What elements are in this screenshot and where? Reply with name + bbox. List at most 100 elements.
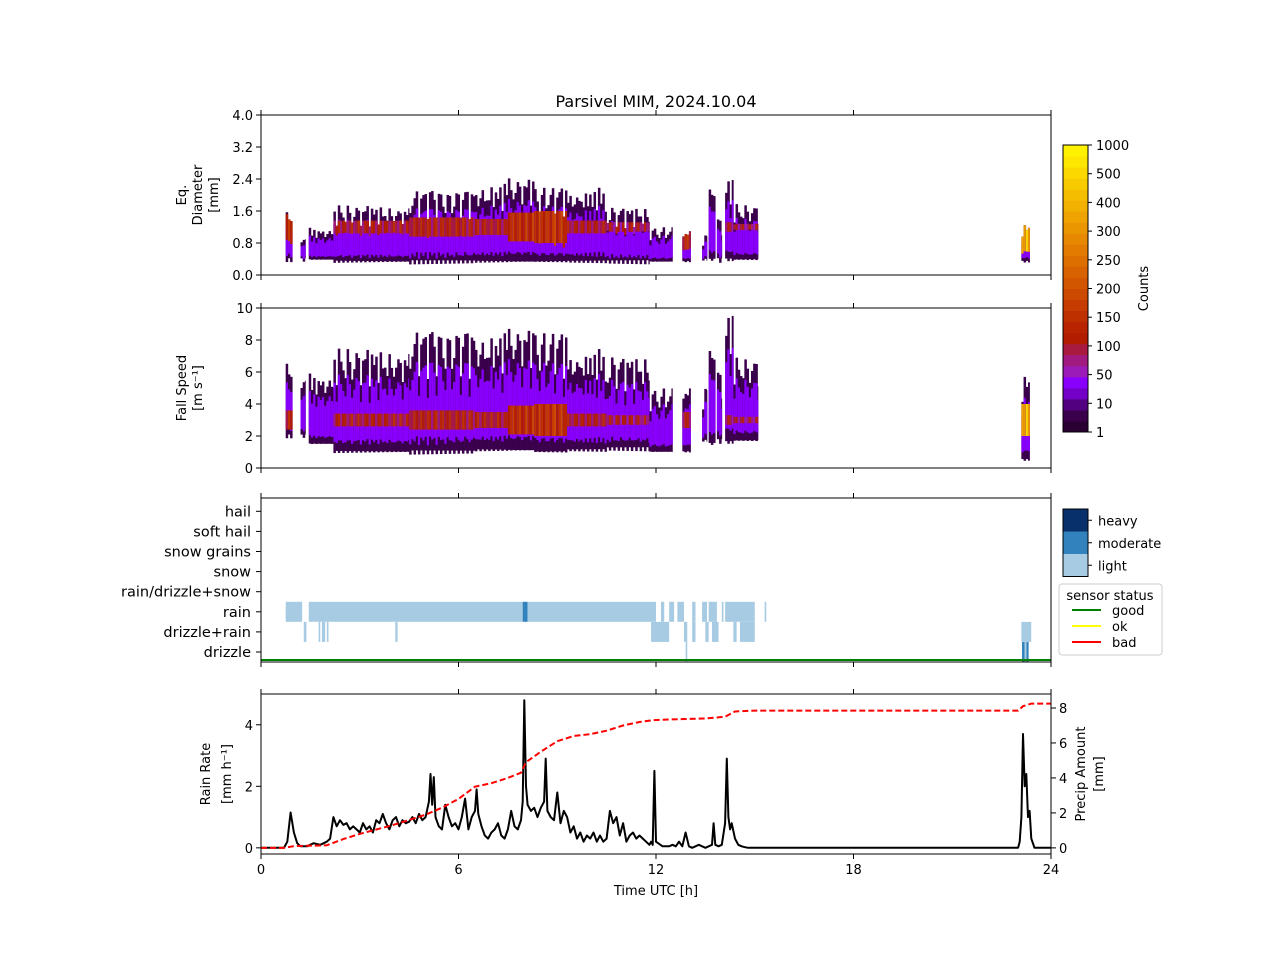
heat-cell bbox=[733, 231, 736, 256]
heat-cell bbox=[370, 221, 374, 255]
heat-cell bbox=[353, 227, 356, 256]
heat-cell bbox=[450, 217, 454, 237]
colorbar-segment bbox=[1063, 354, 1088, 367]
colorbar-label: Counts bbox=[1137, 266, 1152, 312]
y-tick-label: 10 bbox=[236, 302, 253, 317]
heat-cell bbox=[321, 397, 325, 437]
heat-cell bbox=[646, 391, 649, 439]
y-tick-label: 1.6 bbox=[232, 205, 253, 220]
heat-cell bbox=[381, 227, 385, 257]
heat-cell bbox=[639, 228, 643, 259]
heat-cell bbox=[662, 235, 666, 258]
heat-cell bbox=[346, 413, 350, 427]
heat-cell bbox=[395, 413, 398, 427]
weather-code-segment bbox=[764, 601, 767, 622]
heat-cell bbox=[656, 241, 659, 259]
heat-cell bbox=[602, 220, 605, 234]
heat-cell bbox=[630, 384, 634, 441]
category-label: rain/drizzle+snow bbox=[121, 585, 251, 601]
heat-cell bbox=[501, 219, 504, 235]
colorbar-tick-label: 50 bbox=[1096, 369, 1113, 384]
heat-cell bbox=[505, 219, 509, 235]
heat-cell bbox=[653, 406, 657, 445]
heat-cell bbox=[729, 415, 733, 425]
heat-cell bbox=[477, 219, 480, 255]
heat-cell bbox=[646, 222, 649, 232]
heat-cell bbox=[713, 380, 716, 433]
heat-cell bbox=[479, 412, 482, 428]
colorbar-segment bbox=[1063, 189, 1088, 201]
heat-cell bbox=[569, 212, 572, 255]
heat-cell bbox=[351, 232, 354, 258]
precip-amount-line bbox=[261, 702, 1051, 849]
heat-cell bbox=[453, 410, 456, 430]
heat-cell bbox=[381, 220, 385, 234]
heat-cell bbox=[536, 211, 539, 243]
heat-cell bbox=[388, 220, 391, 234]
y-axis-label: Eq. bbox=[175, 185, 190, 206]
heat-cell bbox=[353, 220, 356, 234]
heat-cell bbox=[727, 349, 730, 429]
heat-cell bbox=[532, 362, 535, 437]
intensity-label: light bbox=[1098, 559, 1127, 574]
heat-cell bbox=[335, 234, 339, 257]
y-axis-label: Fall Speed bbox=[175, 355, 190, 421]
y-tick-label: 4.0 bbox=[232, 109, 253, 124]
heat-cell bbox=[727, 415, 730, 425]
x-tick-label: 24 bbox=[1043, 863, 1060, 878]
heat-cell bbox=[737, 387, 741, 433]
heat-cell bbox=[624, 415, 627, 425]
heat-cell bbox=[573, 219, 577, 256]
heat-cell bbox=[468, 219, 472, 237]
colorbar-segment bbox=[1063, 343, 1088, 356]
heat-cell bbox=[639, 415, 643, 425]
heat-cell bbox=[602, 379, 605, 439]
heat-cell bbox=[1021, 236, 1024, 254]
y-axis-label: [mm h⁻¹] bbox=[220, 744, 235, 804]
heat-cell bbox=[744, 379, 747, 431]
heat-cell bbox=[540, 211, 544, 243]
heat-cell bbox=[348, 413, 352, 427]
heat-cell bbox=[362, 220, 365, 234]
heat-cell bbox=[554, 213, 557, 246]
heat-cell bbox=[401, 224, 405, 235]
heat-cell bbox=[731, 347, 734, 429]
heat-cell bbox=[671, 404, 673, 445]
heat-cell bbox=[558, 211, 561, 243]
heat-cell bbox=[667, 241, 670, 259]
heat-cell bbox=[364, 382, 367, 442]
weather-code-segment bbox=[527, 601, 656, 622]
legend-box bbox=[1058, 583, 1163, 656]
heat-cell bbox=[554, 404, 557, 436]
y-tick-label: 2.4 bbox=[232, 173, 253, 188]
y-tick-label: 2 bbox=[245, 430, 253, 445]
y-tick-label: 3.2 bbox=[232, 141, 253, 156]
heat-cell bbox=[357, 223, 361, 255]
heat-cell bbox=[424, 217, 428, 237]
heat-cell bbox=[644, 222, 647, 258]
heat-cell bbox=[613, 386, 616, 441]
heat-cell bbox=[755, 223, 758, 231]
heat-cell bbox=[373, 413, 376, 427]
heat-cell bbox=[357, 220, 361, 234]
heat-cell bbox=[635, 222, 638, 232]
x-axis-label: Time UTC [h] bbox=[613, 884, 698, 899]
heat-cell bbox=[290, 231, 293, 258]
heat-cell bbox=[392, 413, 396, 427]
heat-cell bbox=[688, 412, 691, 428]
category-label: snow bbox=[214, 565, 252, 581]
heat-cell bbox=[589, 220, 592, 234]
heat-cell bbox=[333, 413, 336, 427]
heat-cell bbox=[353, 413, 356, 427]
heat-cell bbox=[337, 374, 341, 441]
heat-cell bbox=[472, 368, 476, 438]
weather-code-panel: drizzle drizzle+rain rain rain/drizzle+snow… bbox=[121, 493, 1052, 667]
heat-cell bbox=[565, 366, 568, 439]
heat-cell bbox=[485, 380, 489, 439]
heat-cell bbox=[285, 382, 289, 430]
heat-cell bbox=[483, 219, 487, 235]
heat-cell bbox=[340, 224, 343, 255]
heat-cell bbox=[377, 233, 380, 258]
heat-cell bbox=[340, 413, 343, 427]
heat-cell bbox=[368, 235, 372, 258]
